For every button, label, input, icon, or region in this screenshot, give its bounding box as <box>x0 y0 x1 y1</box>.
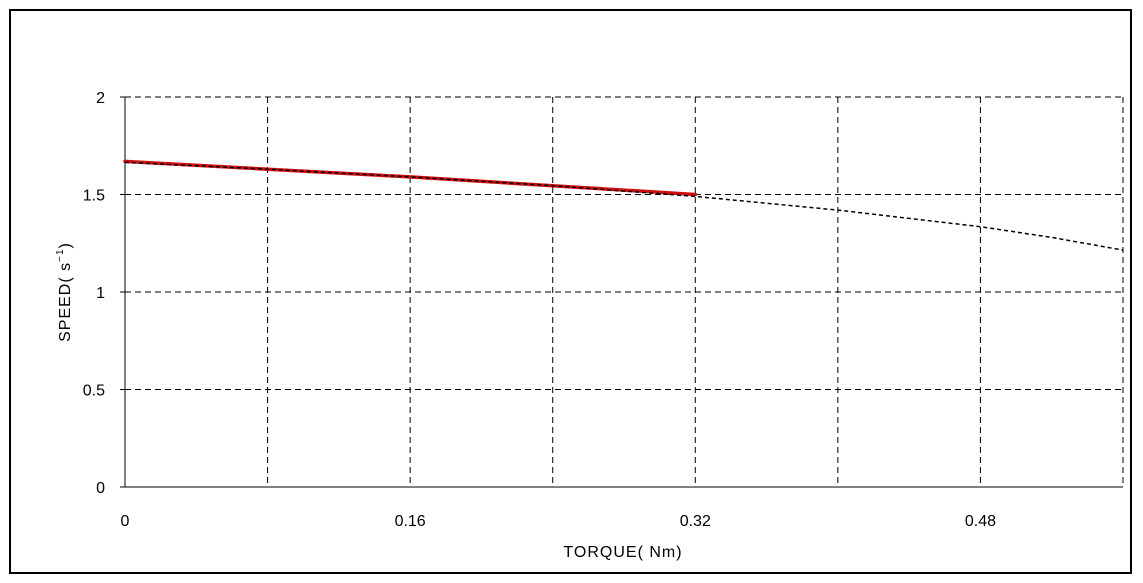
y-tick-label: 1 <box>96 285 105 302</box>
y-tick-labels: 0 0.5 1 1.5 2 <box>83 90 105 497</box>
y-tick-label: 1.5 <box>83 188 105 205</box>
x-tick-label: 0.32 <box>680 513 711 530</box>
series-lines <box>123 159 1124 251</box>
x-tick-label: 0.16 <box>395 513 426 530</box>
x-tick-label: 0.48 <box>965 513 996 530</box>
y-tick-label: 2 <box>96 90 105 107</box>
grid-lines <box>125 96 1124 487</box>
x-tick-label: 0 <box>121 513 130 530</box>
y-axis-label-close: ) <box>57 242 74 248</box>
x-tick-labels: 0 0.16 0.32 0.48 <box>121 513 997 530</box>
y-axis-label: SPEED( s−1) <box>55 242 74 342</box>
y-tick-label: 0 <box>96 480 105 497</box>
solid-series-line <box>123 159 698 197</box>
x-axis-label: TORQUE( Nm) <box>563 544 682 561</box>
dashed-series-line <box>124 161 1124 251</box>
y-axis-label-superscript: −1 <box>55 248 66 261</box>
y-tick-label: 0.5 <box>83 383 105 400</box>
y-axis-label-main: SPEED( s <box>57 262 74 342</box>
